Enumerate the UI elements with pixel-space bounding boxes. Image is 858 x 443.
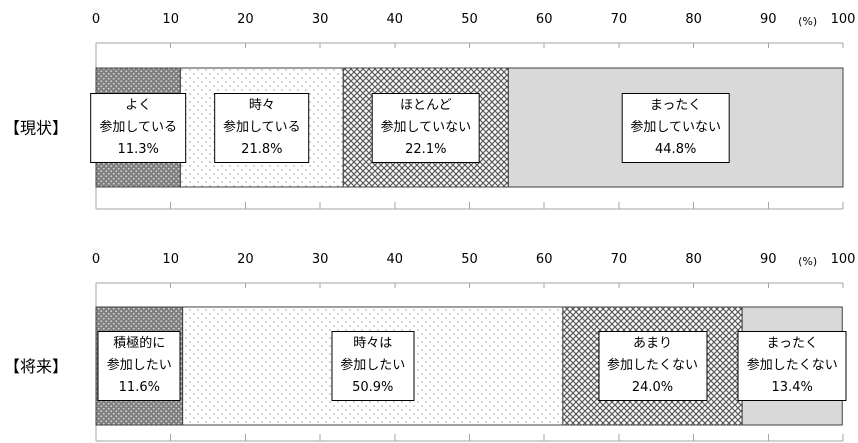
- data-label-value: 21.8%: [241, 141, 283, 157]
- x-tick-label: 40: [387, 12, 404, 27]
- data-label-value: 22.1%: [405, 141, 447, 157]
- data-label-line: 参加したくない: [746, 358, 838, 373]
- data-label-box: あまり参加したくない 24.0%: [597, 331, 708, 401]
- x-tick-label: 90: [760, 12, 777, 27]
- data-label-value: 13.4%: [771, 380, 813, 395]
- data-label-value: 50.9%: [352, 380, 394, 395]
- data-label-box: まったく参加したくない 13.4%: [737, 331, 847, 401]
- data-label-line: まったく: [766, 336, 818, 351]
- x-tick-label: 10: [162, 12, 179, 27]
- x-tick-label: 60: [536, 12, 553, 27]
- data-label-box: 時々参加している 21.8%: [214, 92, 310, 163]
- category-label: 【現状】: [4, 119, 68, 138]
- data-label-line: ほとんど: [399, 97, 452, 113]
- data-label-line: 参加していない: [380, 119, 472, 135]
- data-label-line: 時々は: [353, 336, 393, 351]
- data-label-value: 24.0%: [631, 380, 674, 395]
- x-tick-label: 80: [685, 12, 702, 27]
- data-label-line: 参加したい: [106, 358, 172, 373]
- x-tick-label: 90: [760, 252, 777, 267]
- x-axis-unit-label: (%): [798, 15, 817, 28]
- data-label-line: 参加したくない: [606, 358, 699, 373]
- data-label-value: 11.6%: [118, 380, 160, 395]
- data-label-line: あまり: [632, 336, 673, 351]
- x-tick-label: 30: [312, 12, 329, 27]
- x-tick-label: 70: [611, 252, 628, 267]
- x-tick-label: 70: [611, 12, 628, 27]
- x-tick-label: 100: [831, 12, 856, 27]
- data-label-value: 11.3%: [117, 141, 159, 157]
- data-label-line: 参加していない: [630, 119, 721, 135]
- x-tick-label: 20: [237, 252, 254, 267]
- data-label-box: まったく参加していない 44.8%: [621, 92, 730, 163]
- data-label-line: 参加している: [223, 119, 301, 135]
- data-label-box: 積極的に参加したい 11.6%: [97, 331, 181, 401]
- data-label-box: 時々は参加したい 50.9%: [331, 331, 415, 401]
- x-tick-label: 30: [312, 252, 329, 267]
- x-tick-label: 100: [831, 252, 856, 267]
- data-label-line: まったく: [649, 97, 702, 113]
- data-label-line: 時々: [248, 97, 275, 113]
- data-label-line: 参加したい: [340, 358, 406, 373]
- x-tick-label: 80: [685, 252, 702, 267]
- x-axis-unit-label: (%): [798, 255, 817, 268]
- data-label-line: よく: [125, 97, 152, 113]
- x-tick-label: 50: [461, 252, 478, 267]
- x-tick-label: 0: [92, 12, 100, 27]
- x-tick-label: 40: [387, 252, 404, 267]
- data-label-line: 積極的に: [113, 336, 166, 351]
- data-label-line: 参加している: [99, 119, 178, 135]
- data-label-box: よく参加している 11.3%: [90, 92, 187, 163]
- category-label: 【将来】: [4, 357, 68, 376]
- x-tick-label: 0: [92, 252, 100, 267]
- x-tick-label: 50: [461, 12, 478, 27]
- data-label-value: 44.8%: [655, 141, 697, 157]
- x-tick-label: 20: [237, 12, 254, 27]
- x-tick-label: 60: [536, 252, 553, 267]
- x-tick-label: 10: [162, 252, 179, 267]
- data-label-box: ほとんど参加していない 22.1%: [371, 92, 481, 163]
